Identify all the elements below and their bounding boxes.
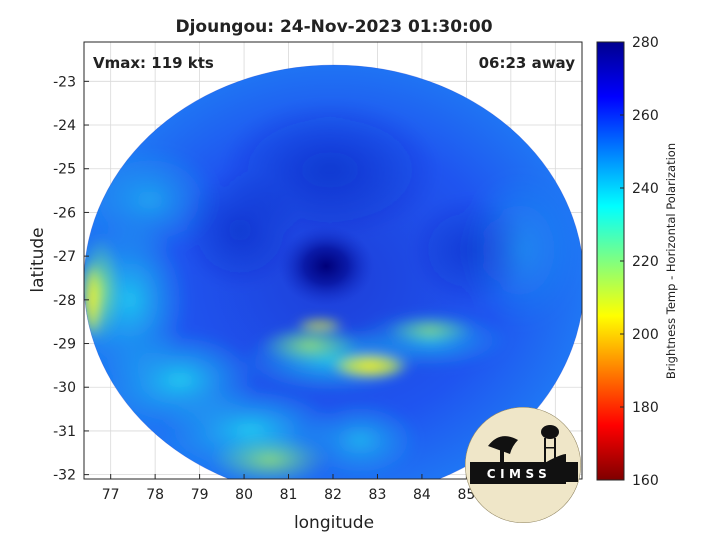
x-tick-label: 77 xyxy=(102,487,120,503)
y-tick-label: -25 xyxy=(53,162,76,178)
colorbar-label: Brightness Temp - Horizontal Polarizatio… xyxy=(664,143,678,379)
colorbar-tick-label: 260 xyxy=(632,108,659,124)
y-tick-label: -30 xyxy=(53,380,76,396)
colorbar-ticks: 280 260 240 220 200 180 160 xyxy=(620,35,659,489)
colorbar-tick-label: 160 xyxy=(632,473,659,489)
x-tick-label: 79 xyxy=(191,487,209,503)
x-tick-label: 80 xyxy=(235,487,253,503)
colorbar-tick-label: 180 xyxy=(632,400,659,416)
y-tick-label: -31 xyxy=(53,424,76,440)
y-tick-label: -24 xyxy=(53,118,76,134)
colorbar xyxy=(596,41,625,481)
y-tick-label: -27 xyxy=(53,249,76,265)
x-tick-label: 84 xyxy=(413,487,431,503)
y-tick-label: -29 xyxy=(53,337,76,353)
x-tick-label: 81 xyxy=(280,487,298,503)
colorbar-tick-label: 240 xyxy=(632,181,659,197)
x-tick-label: 82 xyxy=(324,487,342,503)
cimss-logo: CIMSS xyxy=(465,407,581,523)
y-tick-label: -28 xyxy=(53,293,76,309)
time-offset-annotation: 06:23 away xyxy=(479,54,576,72)
x-axis-label: longitude xyxy=(294,513,374,533)
y-axis-label: latitude xyxy=(28,227,48,292)
y-tick-label: -26 xyxy=(53,205,76,221)
vmax-annotation: Vmax: 119 kts xyxy=(93,54,214,72)
brightness-temp-swath xyxy=(84,64,582,479)
y-tick-label: -32 xyxy=(53,468,76,484)
cimss-logo-text: CIMSS xyxy=(487,467,551,481)
x-tick-label: 78 xyxy=(146,487,164,503)
y-axis-ticks: -23 -24 -25 -26 -27 -28 -29 -30 -31 -32 xyxy=(53,74,89,484)
colorbar-tick-label: 220 xyxy=(632,254,659,270)
chart-title: Djoungou: 24-Nov-2023 01:30:00 xyxy=(175,17,492,37)
x-tick-label: 85 xyxy=(457,487,475,503)
colorbar-tick-label: 200 xyxy=(632,327,659,343)
x-tick-label: 83 xyxy=(369,487,387,503)
y-tick-label: -23 xyxy=(53,74,76,90)
colorbar-tick-label: 280 xyxy=(632,35,659,51)
